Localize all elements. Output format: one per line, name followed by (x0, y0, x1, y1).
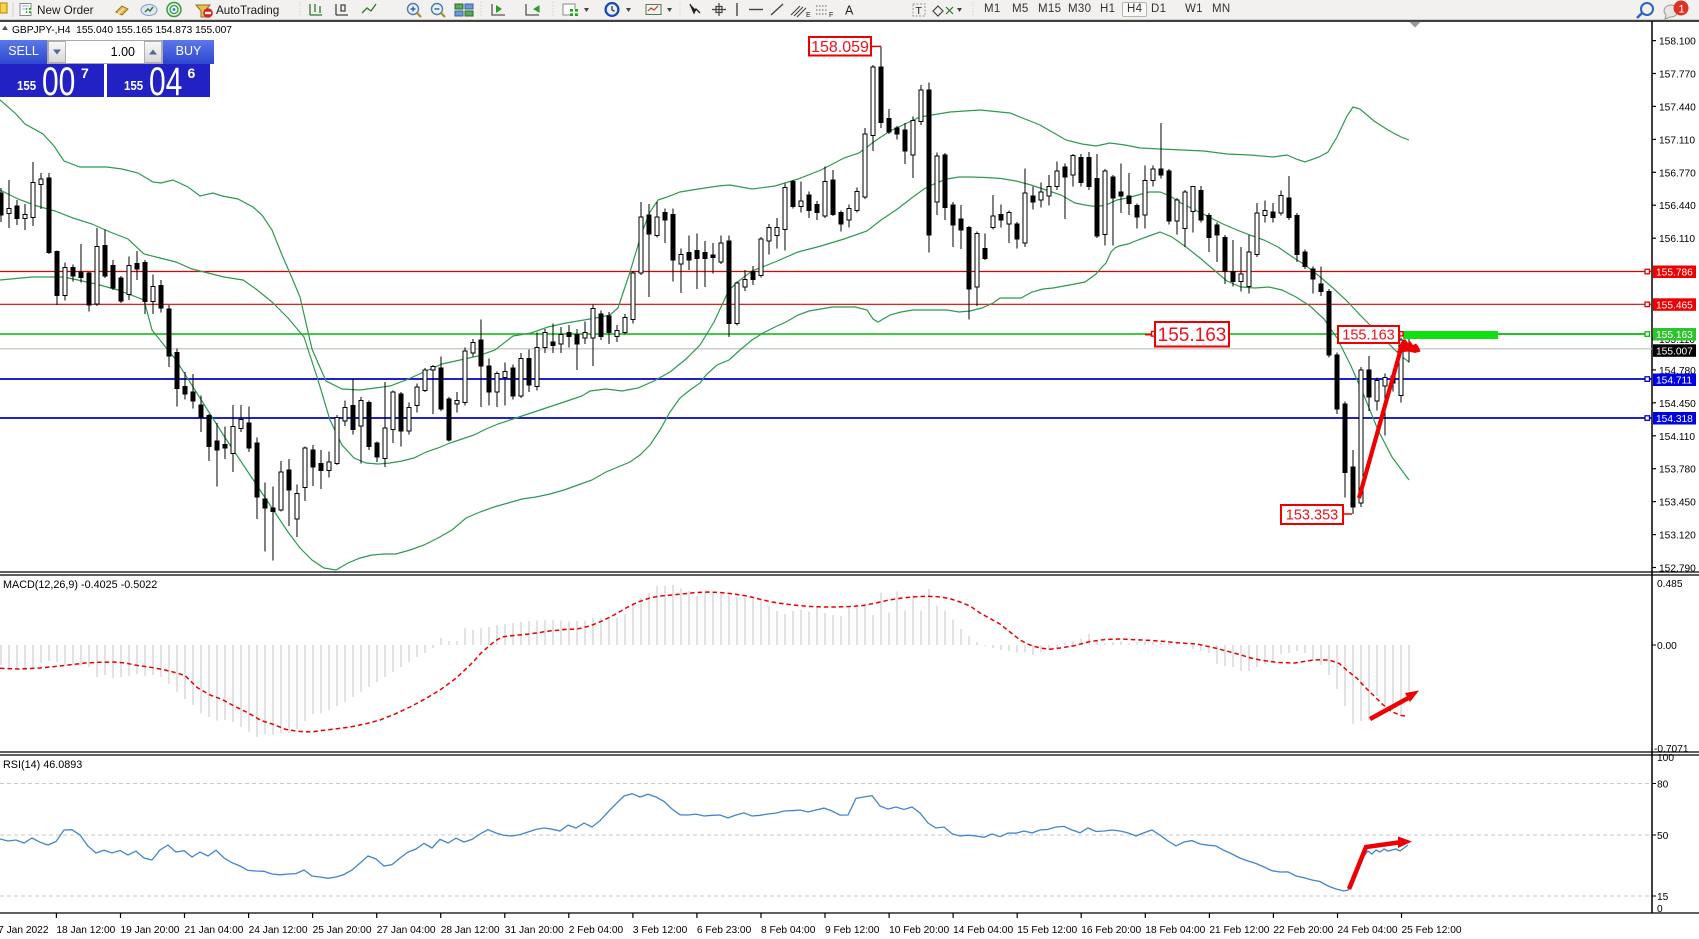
svg-text:24 Feb 04:00: 24 Feb 04:00 (1338, 925, 1398, 936)
svg-text:154.318: 154.318 (1656, 414, 1693, 425)
svg-text:18 Feb 04:00: 18 Feb 04:00 (1145, 925, 1205, 936)
svg-text:10 Feb 20:00: 10 Feb 20:00 (889, 925, 949, 936)
svg-text:154.711: 154.711 (1656, 376, 1692, 387)
svg-text:E: E (806, 12, 811, 19)
svg-text:156.770: 156.770 (1659, 168, 1696, 179)
svg-text:F: F (829, 12, 833, 19)
svg-text:3 Feb 12:00: 3 Feb 12:00 (633, 925, 688, 936)
svg-text:0.00: 0.00 (1657, 641, 1677, 652)
svg-text:156.440: 156.440 (1659, 201, 1696, 212)
svg-text:A: A (845, 4, 854, 18)
svg-text:154.780: 154.780 (1659, 366, 1696, 377)
svg-text:28 Jan 12:00: 28 Jan 12:00 (441, 925, 500, 936)
svg-text:0.485: 0.485 (1657, 579, 1683, 590)
svg-text:31 Jan 20:00: 31 Jan 20:00 (505, 925, 564, 936)
svg-text:8 Feb 04:00: 8 Feb 04:00 (761, 925, 816, 936)
svg-text:155.163: 155.163 (1158, 325, 1227, 346)
svg-text:16 Feb 20:00: 16 Feb 20:00 (1081, 925, 1141, 936)
svg-text:152.790: 152.790 (1659, 564, 1696, 575)
svg-text:155.786: 155.786 (1656, 268, 1693, 279)
svg-text:1: 1 (1679, 4, 1685, 16)
svg-text:17 Jan 2022: 17 Jan 2022 (0, 925, 49, 936)
svg-text:19 Jan 20:00: 19 Jan 20:00 (121, 925, 180, 936)
svg-text:2 Feb 04:00: 2 Feb 04:00 (569, 925, 624, 936)
svg-text:27 Jan 04:00: 27 Jan 04:00 (377, 925, 436, 936)
svg-text:157.110: 157.110 (1659, 135, 1695, 146)
svg-text:T: T (916, 5, 923, 17)
svg-text:9 Feb 12:00: 9 Feb 12:00 (825, 925, 880, 936)
svg-text:AutoTrading: AutoTrading (216, 4, 279, 17)
svg-text:153.450: 153.450 (1659, 498, 1696, 509)
svg-text:6 Feb 23:00: 6 Feb 23:00 (697, 925, 752, 936)
svg-text:21 Feb 12:00: 21 Feb 12:00 (1209, 925, 1269, 936)
svg-text:25 Feb 12:00: 25 Feb 12:00 (1402, 925, 1462, 936)
svg-text:80: 80 (1657, 780, 1669, 791)
svg-text:15 Feb 12:00: 15 Feb 12:00 (1017, 925, 1077, 936)
svg-text:153.120: 153.120 (1659, 531, 1696, 542)
svg-text:157.770: 157.770 (1659, 70, 1696, 81)
svg-text:154.450: 154.450 (1659, 399, 1696, 410)
svg-text:155.163: 155.163 (1656, 330, 1693, 341)
svg-text:RSI(14) 46.0893: RSI(14) 46.0893 (3, 759, 82, 771)
svg-text:153.780: 153.780 (1659, 465, 1696, 476)
svg-text:15: 15 (1657, 892, 1669, 903)
svg-text:100: 100 (1657, 753, 1674, 764)
svg-text:50: 50 (1657, 831, 1669, 842)
svg-text:157.440: 157.440 (1659, 102, 1696, 113)
svg-text:153.353: 153.353 (1286, 508, 1338, 524)
svg-text:21 Jan 04:00: 21 Jan 04:00 (185, 925, 244, 936)
svg-text:GBPJPY-,H4 155.040 155.165 15: GBPJPY-,H4 155.040 155.165 154.873 155.0… (12, 25, 232, 36)
svg-text:158.100: 158.100 (1659, 37, 1696, 48)
svg-text:25 Jan 20:00: 25 Jan 20:00 (313, 925, 372, 936)
svg-text:New Order: New Order (37, 4, 94, 17)
svg-text:155.465: 155.465 (1656, 301, 1693, 312)
svg-text:18 Jan 12:00: 18 Jan 12:00 (56, 925, 115, 936)
svg-text:154.110: 154.110 (1659, 432, 1695, 443)
svg-text:0: 0 (1657, 904, 1663, 915)
svg-text:14 Feb 04:00: 14 Feb 04:00 (953, 925, 1013, 936)
svg-text:24 Jan 12:00: 24 Jan 12:00 (249, 925, 308, 936)
svg-text:-0.7071: -0.7071 (1654, 744, 1689, 755)
svg-text:155.163: 155.163 (1342, 328, 1394, 344)
svg-text:158.059: 158.059 (811, 39, 869, 56)
svg-text:22 Feb 20:00: 22 Feb 20:00 (1273, 925, 1333, 936)
svg-text:MACD(12,26,9) -0.4025 -0.5022: MACD(12,26,9) -0.4025 -0.5022 (3, 579, 157, 591)
svg-text:156.110: 156.110 (1659, 234, 1695, 245)
svg-text:155.007: 155.007 (1656, 347, 1693, 358)
